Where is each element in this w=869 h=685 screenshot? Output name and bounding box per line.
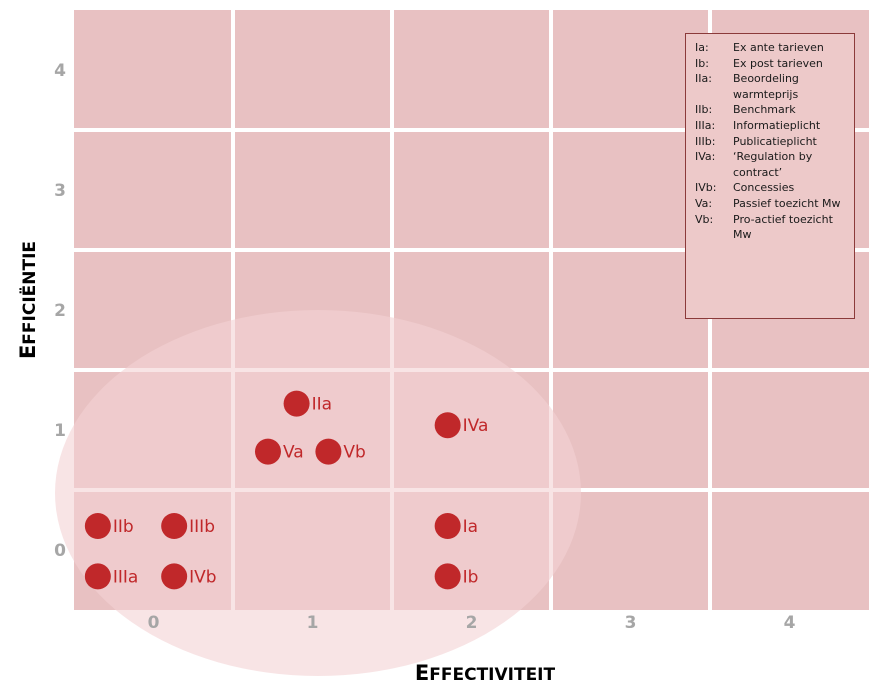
data-point-label: Vb: [343, 443, 365, 463]
data-points: IIa Va Vb IVa IIb IIIb IIIa IVb Ia Ib: [84, 390, 489, 590]
legend-item: Ib: Ex post tarieven: [695, 56, 850, 72]
legend-item-description: Passief toezicht Mw: [733, 196, 841, 210]
legend-item-key: IIIb:: [695, 134, 716, 148]
x-axis-ticks: 0 1 2 3 4: [148, 613, 796, 633]
data-point-label: IIIa: [113, 567, 138, 587]
legend-item: Va: Passief toezicht Mw: [695, 196, 850, 212]
legend-item: IIIb: Publicatieplicht: [695, 134, 850, 150]
legend-item-key: Ib:: [695, 56, 709, 70]
legend-item: IVb: Concessies: [695, 180, 850, 196]
data-point-marker: [434, 412, 461, 439]
data-point-marker: [84, 513, 111, 539]
legend-item-key: Ia:: [695, 41, 709, 54]
legend-item-key: Vb:: [695, 212, 714, 226]
legend: Ia: Ex ante tarieven Ib: Ex post tarieven II…: [685, 33, 855, 319]
data-point-marker: [434, 513, 461, 539]
legend-item: IIIa: Informatieplicht: [695, 118, 850, 134]
x-tick-label: 1: [307, 613, 319, 633]
legend-item-description: Ex post tarieven: [733, 56, 823, 70]
legend-item: IVa: ‘Regulation by contract’: [695, 149, 850, 180]
data-point-label: IIb: [113, 517, 134, 537]
legend-item-description: Benchmark: [733, 103, 796, 117]
y-axis-title: EFFICIËNTIE: [16, 241, 40, 359]
data-point-label: Ib: [463, 567, 479, 587]
x-axis-title-rest: FFECTIVITEIT: [429, 665, 555, 685]
data-point-marker: [161, 563, 188, 590]
y-tick-label: 2: [54, 301, 66, 321]
legend-item-description: Publicatieplicht: [733, 134, 817, 148]
legend-item-key: IVb:: [695, 181, 717, 195]
data-point-label: Va: [283, 443, 304, 463]
legend-item-description: ‘Regulation by contract’: [733, 150, 813, 179]
x-tick-label: 0: [148, 613, 160, 633]
legend-item: IIa: Beoordeling warmteprijs: [695, 71, 850, 102]
y-axis-ticks: 0 1 2 3 4: [54, 61, 66, 561]
data-point-label: Ia: [463, 517, 478, 537]
x-axis-title-initial: E: [415, 661, 429, 685]
y-tick-label: 1: [54, 421, 66, 441]
legend-item: Ia: Ex ante tarieven: [695, 40, 850, 56]
y-tick-label: 4: [54, 61, 66, 81]
y-tick-label: 0: [54, 541, 66, 561]
legend-item-description: Informatieplicht: [733, 118, 821, 132]
data-point-marker: [434, 563, 461, 590]
data-point-marker: [315, 438, 342, 465]
legend-item-key: Va:: [695, 196, 713, 210]
legend-item-key: IIa:: [695, 72, 712, 86]
x-tick-label: 2: [466, 613, 478, 633]
legend-item: Vb: Pro-actief toezicht Mw: [695, 212, 850, 243]
data-point-label: IVb: [189, 567, 216, 587]
y-axis-title-rest: FFICIËNTIE: [18, 241, 40, 345]
data-point-marker: [254, 438, 281, 465]
legend-item: IIb: Benchmark: [695, 102, 850, 118]
legend-item-description: Concessies: [733, 181, 795, 195]
data-point-marker: [161, 513, 188, 539]
y-axis-title-initial: E: [16, 345, 40, 359]
x-axis-title: EFFECTIVITEIT: [415, 661, 556, 685]
x-tick-label: 4: [784, 613, 796, 633]
legend-item-description: Beoordeling warmteprijs: [733, 72, 799, 101]
y-tick-label: 3: [54, 181, 66, 201]
legend-item-key: IIb:: [695, 103, 713, 117]
data-point-label: IIIb: [189, 517, 215, 537]
legend-item-key: IVa:: [695, 150, 716, 164]
data-point-marker: [84, 563, 111, 590]
x-tick-label: 3: [625, 613, 637, 633]
legend-item-description: Pro-actief toezicht Mw: [733, 212, 833, 242]
data-point-marker: [283, 390, 310, 417]
data-point-label: IIa: [312, 395, 332, 415]
legend-item-key: IIIa:: [695, 118, 716, 132]
legend-item-description: Ex ante tarieven: [733, 41, 824, 54]
data-point-label: IVa: [463, 416, 489, 436]
